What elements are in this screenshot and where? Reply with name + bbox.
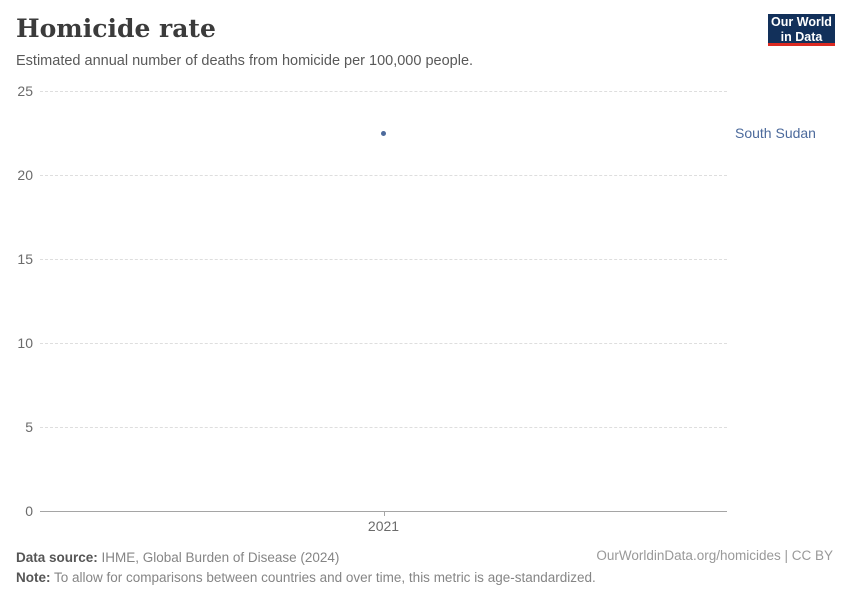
y-tick-label: 10 — [17, 335, 33, 351]
x-tick-mark — [383, 511, 385, 516]
y-tick-label: 25 — [17, 83, 33, 99]
chart-footer: Data source: IHME, Global Burden of Dise… — [16, 548, 596, 588]
y-gridline — [40, 427, 727, 428]
owid-logo-line1: Our World — [771, 15, 832, 29]
owid-logo-line2: in Data — [780, 30, 823, 44]
data-point[interactable] — [381, 130, 386, 136]
y-tick-label: 20 — [17, 167, 33, 183]
y-gridline — [40, 259, 727, 260]
y-gridline — [40, 343, 727, 344]
y-tick-label: 15 — [17, 251, 33, 267]
entity-label[interactable]: South Sudan — [735, 125, 816, 141]
owid-logo[interactable]: Our World in Data — [768, 14, 835, 46]
data-source-text: IHME, Global Burden of Disease (2024) — [97, 550, 340, 565]
owid-url-license[interactable]: OurWorldinData.org/homicides | CC BY — [596, 548, 833, 563]
y-tick-label: 0 — [25, 503, 33, 519]
chart-subtitle: Estimated annual number of deaths from h… — [16, 53, 474, 69]
y-gridline — [40, 91, 727, 92]
note-label: Note: — [16, 570, 51, 585]
x-tick-label: 2021 — [367, 518, 400, 534]
chart-title: Homicide rate — [16, 14, 216, 43]
data-source-line: Data source: IHME, Global Burden of Dise… — [16, 548, 596, 568]
note-text: To allow for comparisons between countri… — [50, 570, 596, 585]
y-tick-label: 5 — [25, 419, 33, 435]
note-line: Note: To allow for comparisons between c… — [16, 568, 596, 588]
data-source-label: Data source: — [16, 550, 98, 565]
y-gridline — [40, 175, 727, 176]
